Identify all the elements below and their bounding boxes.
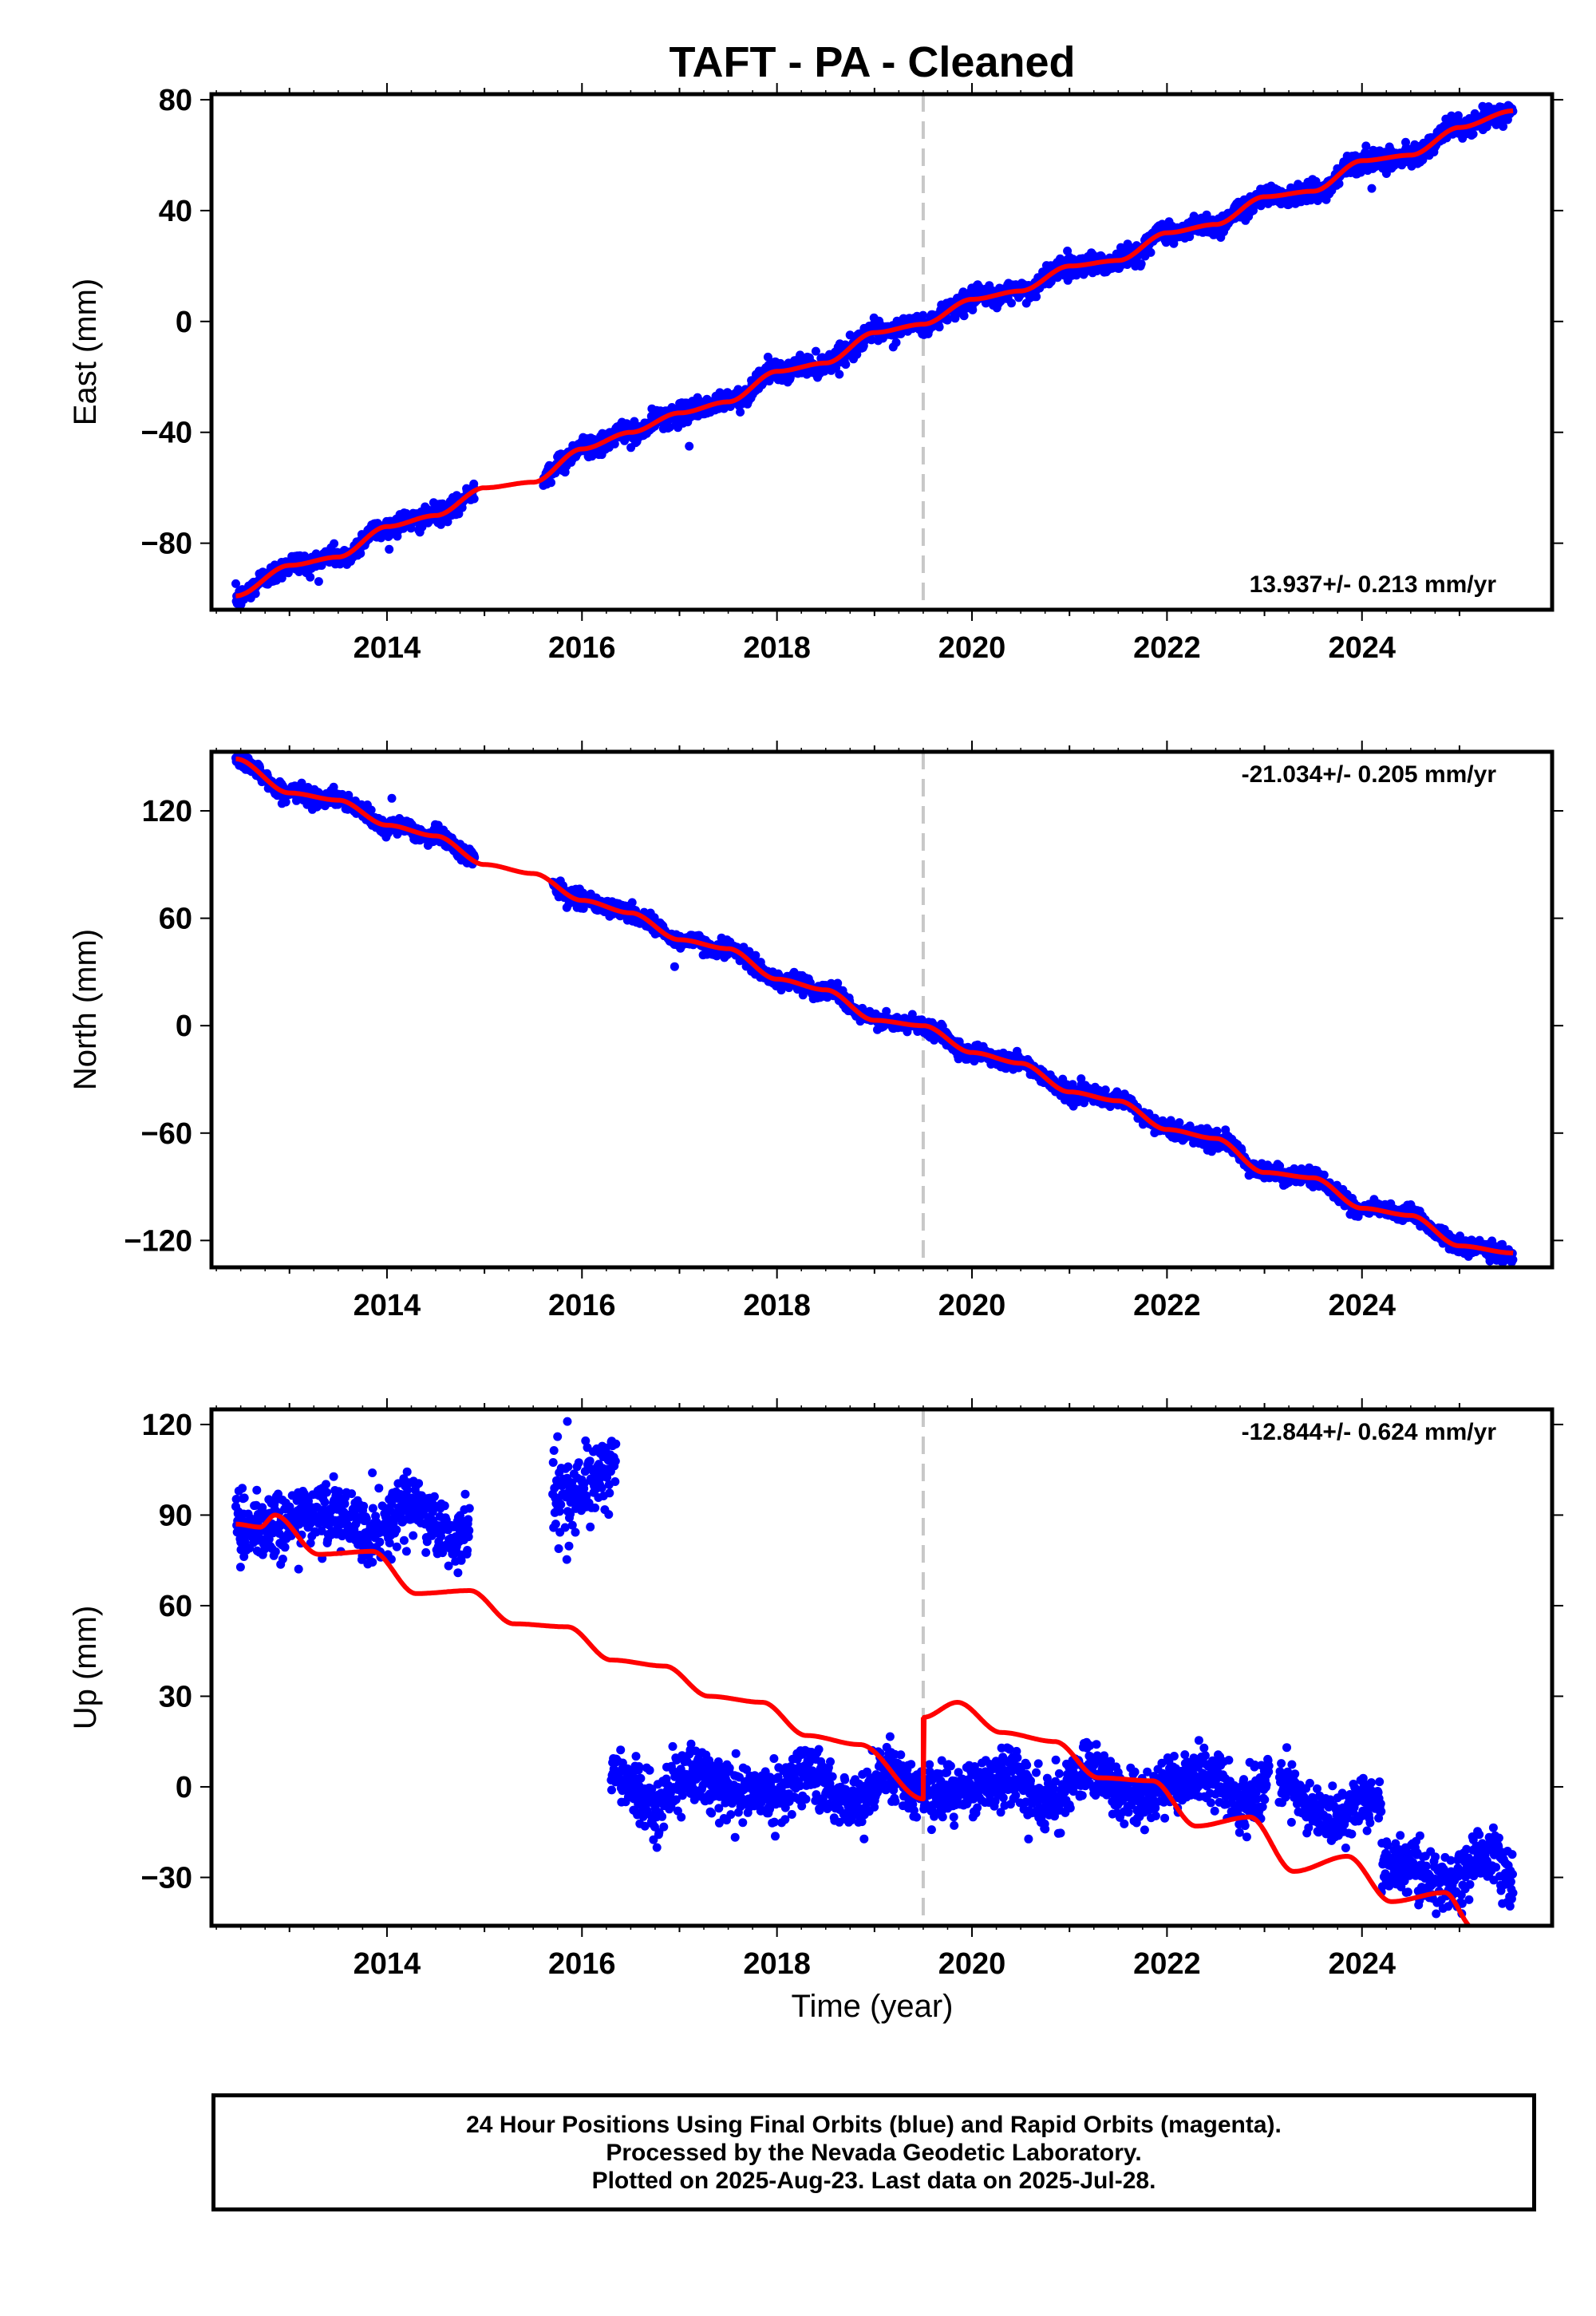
y-tick-label: 0 — [176, 1010, 192, 1043]
data-point — [1361, 141, 1371, 151]
data-point — [385, 544, 394, 554]
panels: 2014 2016 2018 2020 2022 2024 −80 −40 0 40 80 East … — [68, 83, 1563, 1981]
data-point — [1356, 168, 1365, 177]
data-point — [943, 314, 953, 324]
y-tick-label: 40 — [159, 195, 192, 228]
data-point — [835, 370, 844, 379]
data-point — [736, 407, 745, 417]
panel-east: 2014 2016 2018 2020 2022 2024 −80 −40 0 40 80 East … — [68, 83, 1563, 665]
data-point — [751, 951, 760, 960]
data-point — [306, 572, 315, 582]
data-point — [685, 441, 694, 451]
north-data-points — [231, 752, 1518, 1267]
y-tick-label: −80 — [141, 528, 192, 561]
data-point — [1136, 259, 1146, 269]
east-rate-label: 13.937+/- 0.213 mm/yr — [1250, 571, 1497, 598]
north-plot-area — [231, 752, 1518, 1267]
east-y-axis-label: East (mm) — [68, 279, 103, 425]
y-tick-label: 80 — [159, 84, 192, 117]
data-point — [330, 539, 339, 548]
data-point — [1499, 122, 1508, 131]
data-point — [1418, 155, 1428, 164]
data-point — [845, 330, 855, 340]
x-tick-label: 2024 — [1328, 1289, 1396, 1322]
data-point — [1453, 111, 1463, 121]
data-point — [1202, 210, 1211, 219]
data-point — [934, 322, 944, 332]
y-tick-label: −60 — [141, 1117, 192, 1151]
x-tick-label: 2018 — [743, 631, 811, 665]
east-plot-area — [231, 94, 1518, 610]
y-tick-label: 0 — [176, 306, 192, 339]
east-panel-frame — [209, 92, 1555, 612]
x-tick-label: 2020 — [938, 631, 1006, 665]
east-model-line — [234, 108, 1515, 599]
data-point — [968, 305, 978, 314]
data-point — [443, 517, 452, 527]
chart-title: TAFT - PA - Cleaned — [670, 38, 1076, 86]
x-tick-label: 2018 — [743, 1289, 811, 1322]
data-point — [469, 494, 479, 504]
east-data-points — [231, 101, 1518, 609]
x-tick-label: 2022 — [1133, 631, 1201, 665]
x-tick-label: 2020 — [938, 1289, 1006, 1322]
data-point — [356, 549, 365, 558]
data-point — [314, 577, 323, 587]
data-point — [1468, 129, 1478, 139]
y-tick-label: 60 — [159, 903, 192, 936]
data-point — [547, 478, 555, 488]
y-tick-label: 120 — [142, 795, 192, 828]
data-point — [918, 310, 928, 320]
data-point — [231, 579, 240, 588]
x-tick-label: 2016 — [548, 631, 616, 665]
data-point — [277, 573, 286, 583]
north-ticks: 2014 2016 2018 2020 2022 2024 −120 −60 0 60 120 — [124, 741, 1563, 1322]
data-point — [627, 898, 637, 907]
data-point — [1146, 247, 1156, 257]
data-point — [366, 805, 376, 815]
x-tick-label: 2016 — [548, 1289, 616, 1322]
data-point — [610, 439, 619, 449]
x-tick-label: 2022 — [1133, 1289, 1201, 1322]
data-point — [882, 1006, 891, 1016]
east-ticks: 2014 2016 2018 2020 2022 2024 −80 −40 0 40 80 — [141, 83, 1563, 665]
x-tick-label: 2014 — [354, 631, 421, 665]
panel-north: 2014 2016 2018 2020 2022 2024 −120 −60 0 60 120 Nor… — [68, 741, 1563, 1322]
north-y-axis-label: North (mm) — [68, 929, 103, 1090]
x-tick-label: 2024 — [1328, 631, 1396, 665]
data-point — [1367, 184, 1377, 193]
data-point — [251, 589, 260, 599]
data-point — [811, 346, 820, 356]
data-point — [841, 360, 851, 370]
data-point — [1334, 179, 1344, 188]
data-point — [891, 338, 901, 347]
data-point — [867, 335, 876, 345]
data-point — [959, 311, 969, 321]
x-tick-label: 2014 — [354, 1289, 421, 1322]
data-point — [281, 797, 290, 807]
data-point — [1032, 292, 1041, 302]
y-tick-label: −40 — [141, 417, 192, 450]
y-tick-label: −120 — [124, 1224, 192, 1258]
data-point — [1007, 298, 1016, 308]
